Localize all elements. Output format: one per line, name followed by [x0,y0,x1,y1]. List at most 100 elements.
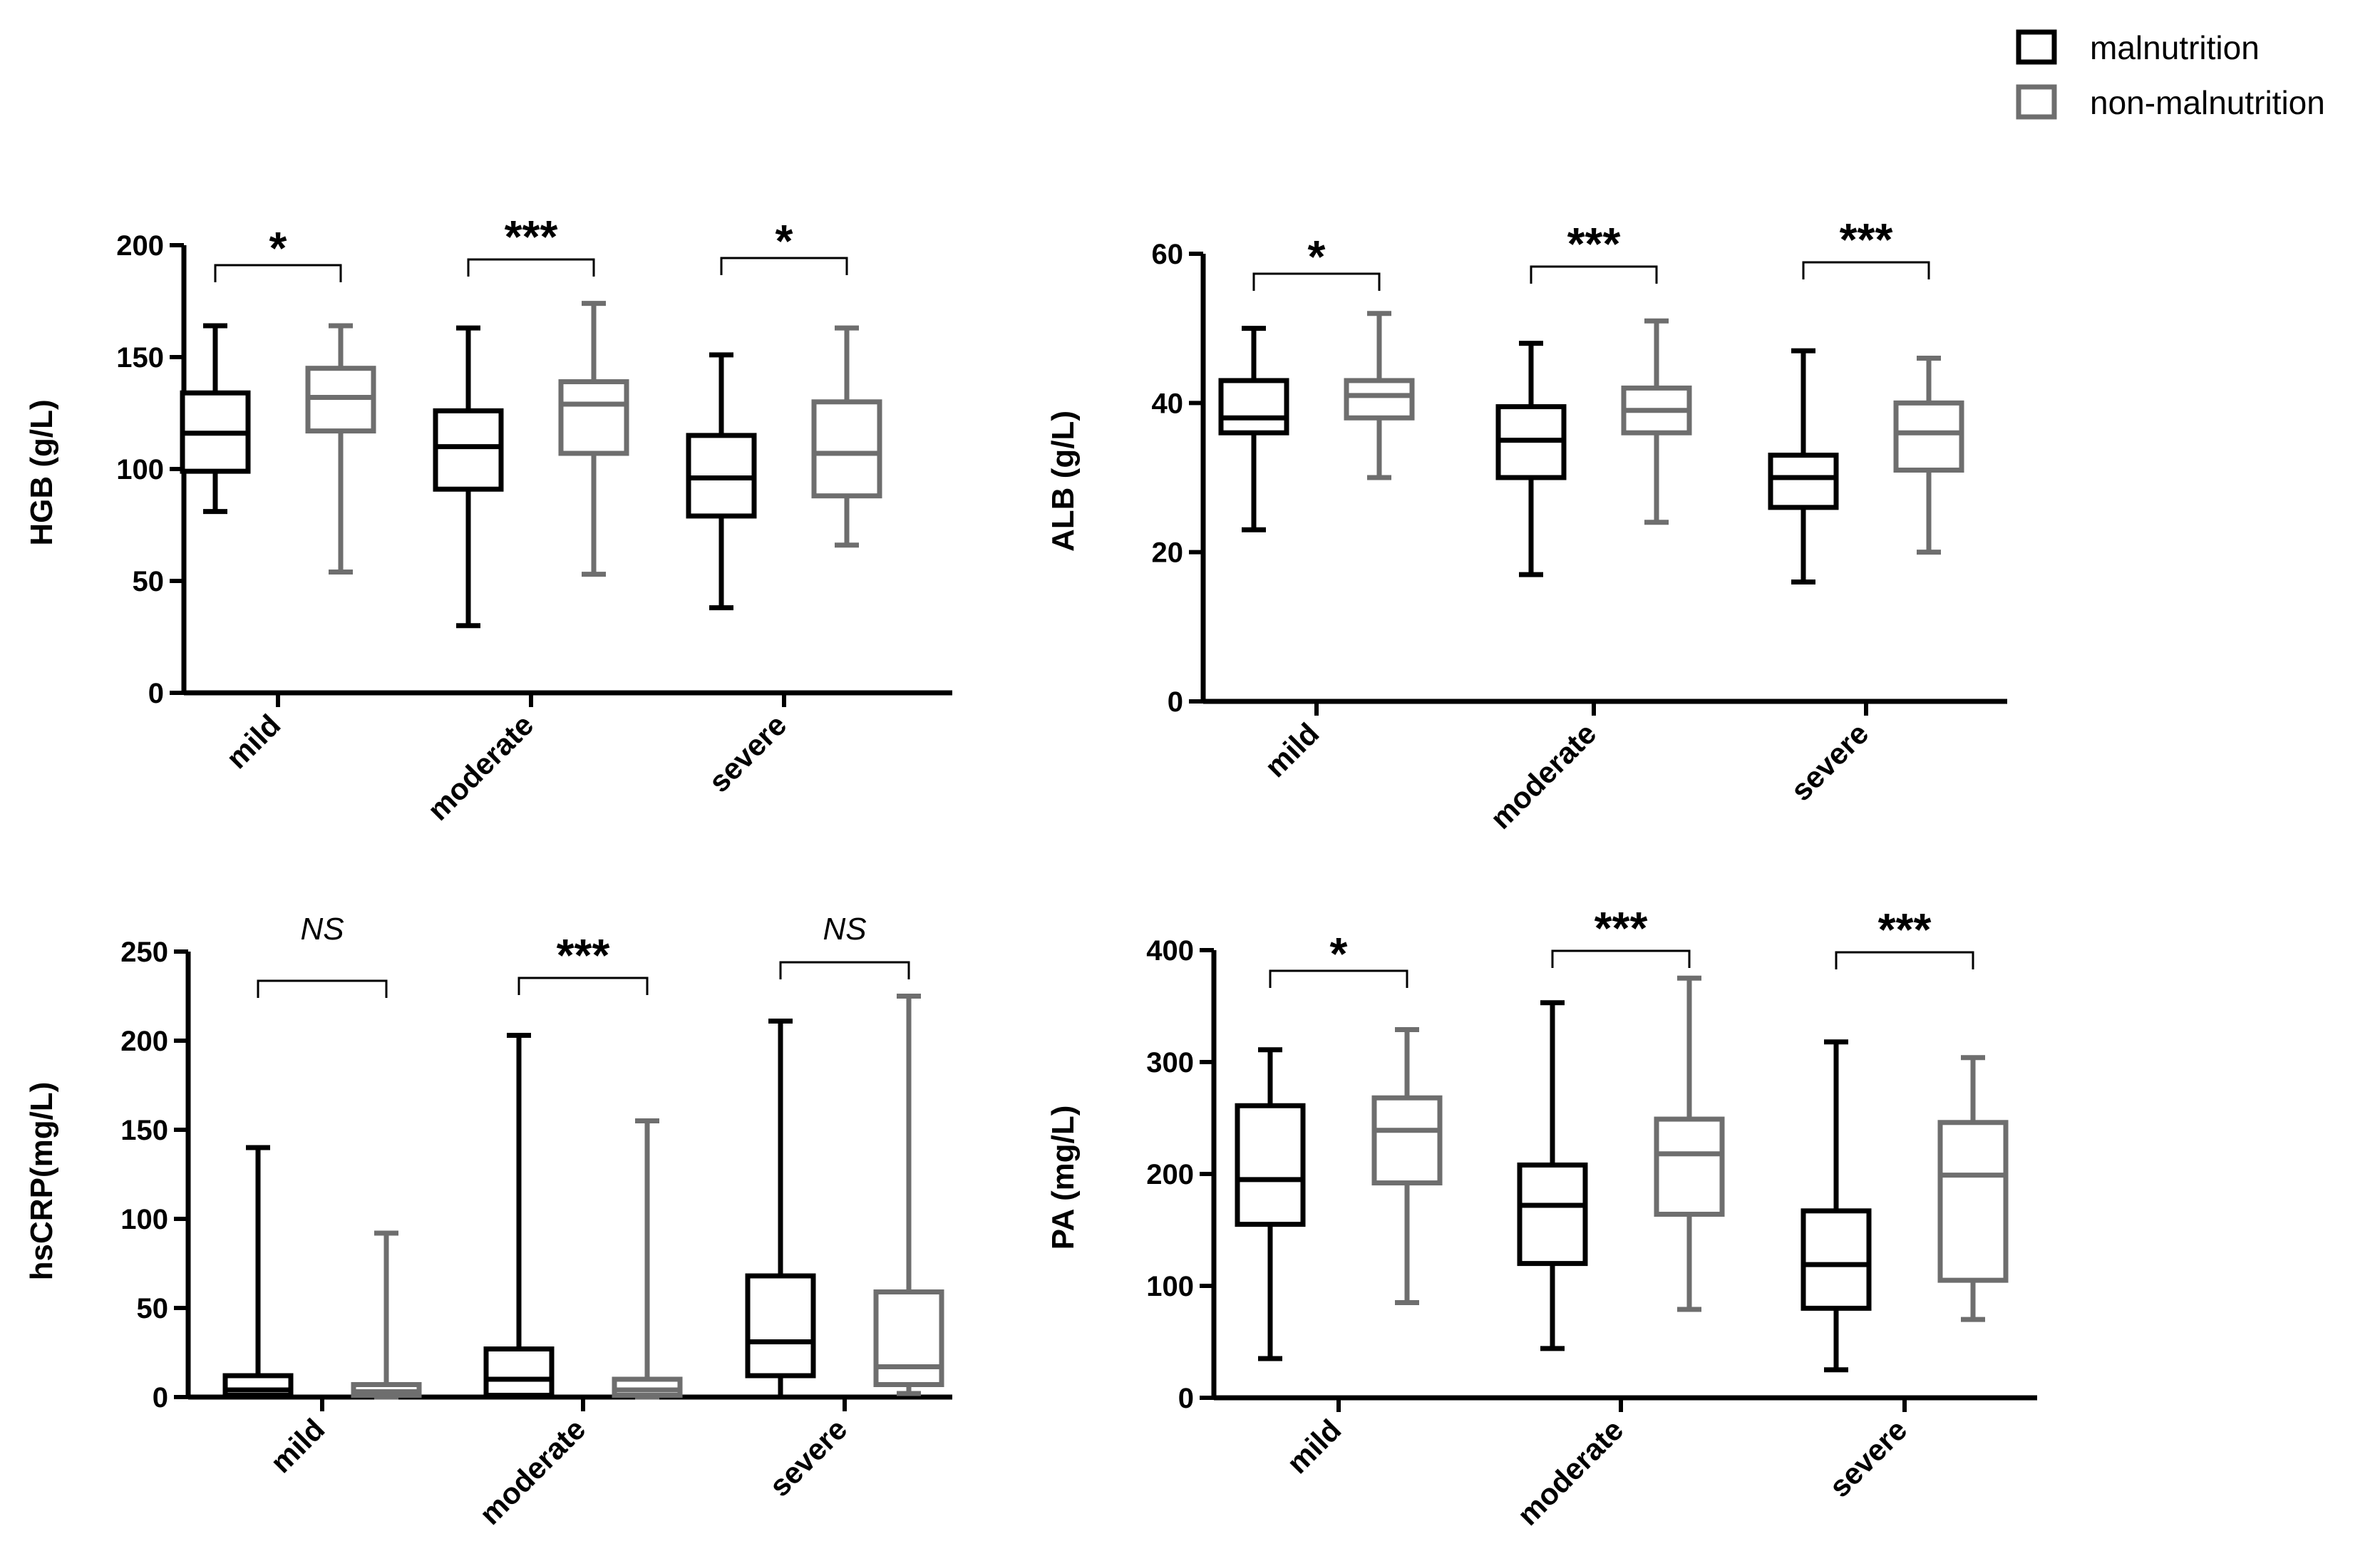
hgb-significance-severe: * [776,215,793,267]
alb-significance-bracket-moderate [1530,265,1658,284]
hscrp-y-tick-label: 0 [153,1382,168,1413]
hgb-significance-bracket-mild [214,264,342,282]
hgb-significance-mild: * [269,222,287,274]
alb-category-label-moderate: moderate [1483,716,1602,835]
pa-box-moderate-non-malnutrition [1654,975,1725,1312]
iqr-box [1768,453,1839,510]
alb-box-severe-non-malnutrition [1893,356,1964,555]
alb-significance-moderate: *** [1567,218,1621,269]
alb-y-tick-label: 20 [1152,537,1184,569]
hgb-box-mild-malnutrition [180,323,251,515]
iqr-box [1517,1162,1588,1267]
alb-y-tick-label: 0 [1168,686,1183,718]
alb-category-label-severe: severe [1784,716,1875,807]
hgb-box-moderate-malnutrition [433,325,504,629]
iqr-box [483,1346,555,1398]
hgb-significance-moderate: *** [505,211,558,262]
iqr-box [1218,378,1289,436]
alb-significance-bracket-severe [1802,261,1930,279]
alb-box-severe-malnutrition [1768,348,1839,585]
alb-significance-bracket-mild [1252,272,1381,291]
pa-box-severe-malnutrition [1801,1039,1872,1373]
hscrp-significance-bracket-moderate [517,977,649,995]
pa-box-moderate-malnutrition [1517,1000,1588,1351]
alb-category-label-mild: mild [1258,716,1325,783]
hgb-box-severe-non-malnutrition [811,325,882,548]
pa-significance-severe: *** [1878,904,1932,955]
pa-significance-bracket-severe [1835,951,1974,969]
pa-category-label-moderate: moderate [1510,1413,1629,1532]
alb-box-mild-malnutrition [1218,326,1289,532]
legend-label-malnutrition: malnutrition [2090,29,2260,66]
iqr-box [873,1289,944,1387]
pa-box-mild-malnutrition [1235,1047,1306,1361]
pa-y-axis-label: PA (mg/L) [1046,1106,1081,1250]
pa-boxplot-panel: PA (mg/L) 0 100 200 300 400 mild * moderate *** s… [1046,902,2037,1532]
alb-significance-mild: * [1308,231,1326,282]
iqr-box [1371,1095,1443,1186]
legend-swatch-non-malnutrition [2016,84,2057,120]
alb-y-axis-label: ALB (g/L) [1046,411,1081,552]
iqr-box [558,379,629,456]
hscrp-significance-severe: NS [823,912,866,947]
alb-box-mild-non-malnutrition [1344,311,1415,480]
hgb-category-label-severe: severe [702,708,793,798]
iqr-box [1344,378,1415,421]
hscrp-significance-bracket-mild [257,979,388,998]
alb-box-moderate-malnutrition [1495,341,1567,577]
hscrp-box-severe-malnutrition [745,1019,816,1400]
pa-y-tick-label: 100 [1146,1271,1194,1302]
hscrp-box-mild-non-malnutrition [351,1230,422,1400]
hgb-significance-bracket-moderate [467,258,595,277]
iqr-box [433,408,504,492]
iqr-box [1937,1120,2009,1283]
alb-y-tick-label: 40 [1152,388,1184,419]
hscrp-significance-mild: NS [300,912,344,947]
alb-boxplot-panel: ALB (g/L) 0 20 40 60 mild * moderate *** severe *… [1046,214,2007,835]
hgb-significance-bracket-severe [720,257,848,275]
hscrp-y-tick-label: 250 [120,937,168,968]
hscrp-significance-moderate: *** [557,929,610,981]
hgb-y-tick-label: 200 [116,230,164,262]
pa-y-tick-label: 400 [1146,935,1194,967]
legend-label-non-malnutrition: non-malnutrition [2090,84,2325,121]
hscrp-box-mild-malnutrition [222,1145,294,1400]
hscrp-boxplot-panel: hsCRP(mg/L) 0 50 100 150 200 250 mild NS moderat… [24,912,952,1531]
hgb-category-label-mild: mild [220,708,287,775]
hgb-boxplot-panel: HGB (g/L) 0 50 100 150 200 mild * moderate *** se… [24,211,952,827]
iqr-box [1893,400,1964,473]
hgb-y-tick-label: 100 [116,454,164,485]
hscrp-y-tick-label: 150 [120,1115,168,1146]
hscrp-y-tick-label: 200 [120,1026,168,1057]
hgb-y-tick-label: 50 [133,566,165,597]
pa-significance-bracket-mild [1269,969,1408,988]
hgb-box-mild-non-malnutrition [305,323,376,575]
hscrp-box-severe-non-malnutrition [873,994,944,1396]
hscrp-y-axis-label: hsCRP(mg/L) [24,1082,59,1281]
pa-y-tick-label: 300 [1146,1047,1194,1078]
hscrp-box-moderate-malnutrition [483,1033,555,1400]
hscrp-category-label-severe: severe [763,1412,853,1503]
pa-category-label-mild: mild [1280,1413,1347,1480]
legend: malnutrition non-malnutrition [2016,29,2325,121]
iqr-box [811,399,882,499]
hgb-y-tick-label: 150 [116,342,164,374]
pa-significance-moderate: *** [1595,902,1648,954]
alb-significance-severe: *** [1840,214,1893,265]
pa-box-severe-non-malnutrition [1937,1055,2009,1322]
hscrp-y-tick-label: 100 [120,1204,168,1235]
hscrp-box-moderate-non-malnutrition [612,1118,683,1400]
iqr-box [1235,1103,1306,1227]
iqr-box [1801,1208,1872,1311]
pa-y-tick-label: 0 [1178,1383,1194,1414]
hscrp-y-tick-label: 50 [137,1293,169,1324]
alb-box-moderate-non-malnutrition [1621,318,1692,525]
pa-significance-bracket-moderate [1551,949,1691,968]
iqr-box [612,1376,683,1398]
iqr-box [1654,1116,1725,1217]
pa-category-label-severe: severe [1823,1413,1913,1503]
hscrp-significance-bracket-severe [779,961,910,979]
hscrp-category-label-moderate: moderate [473,1412,592,1531]
hgb-y-tick-label: 0 [148,678,164,709]
alb-y-tick-label: 60 [1152,239,1184,270]
